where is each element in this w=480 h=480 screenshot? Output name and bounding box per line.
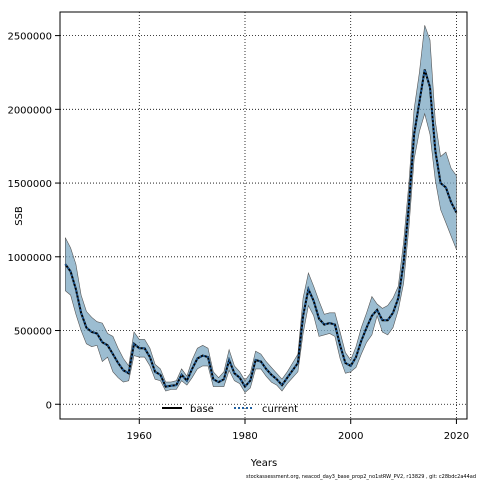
y-tick-label: 2500000 bbox=[7, 32, 52, 43]
y-tick-label: 2000000 bbox=[7, 105, 52, 116]
x-tick-label: 2000 bbox=[338, 431, 363, 442]
series-current-line bbox=[64, 69, 458, 388]
x-tick-label: 1980 bbox=[232, 431, 257, 442]
y-tick-label: 500000 bbox=[14, 327, 52, 338]
axis-ticks: 1960 1980 2000 2020 0 500000 1000000 1500000 200… bbox=[7, 32, 469, 442]
footer-caption: stockassessment.org, neacod_day3_base_pr… bbox=[246, 474, 476, 480]
y-tick-label: 0 bbox=[46, 400, 52, 411]
legend-label-current: current bbox=[262, 404, 298, 415]
x-axis-title: Years bbox=[250, 458, 277, 469]
y-tick-label: 1500000 bbox=[7, 179, 52, 190]
x-tick-label: 2020 bbox=[444, 431, 469, 442]
series-base-line bbox=[64, 69, 458, 389]
legend: base current bbox=[162, 404, 298, 415]
x-tick-label: 1960 bbox=[127, 431, 152, 442]
y-axis-title: SSB bbox=[14, 206, 25, 226]
legend-label-base: base bbox=[190, 404, 214, 415]
confidence-band bbox=[65, 25, 457, 393]
y-tick-label: 1000000 bbox=[7, 253, 52, 264]
plot-frame bbox=[59, 11, 468, 420]
